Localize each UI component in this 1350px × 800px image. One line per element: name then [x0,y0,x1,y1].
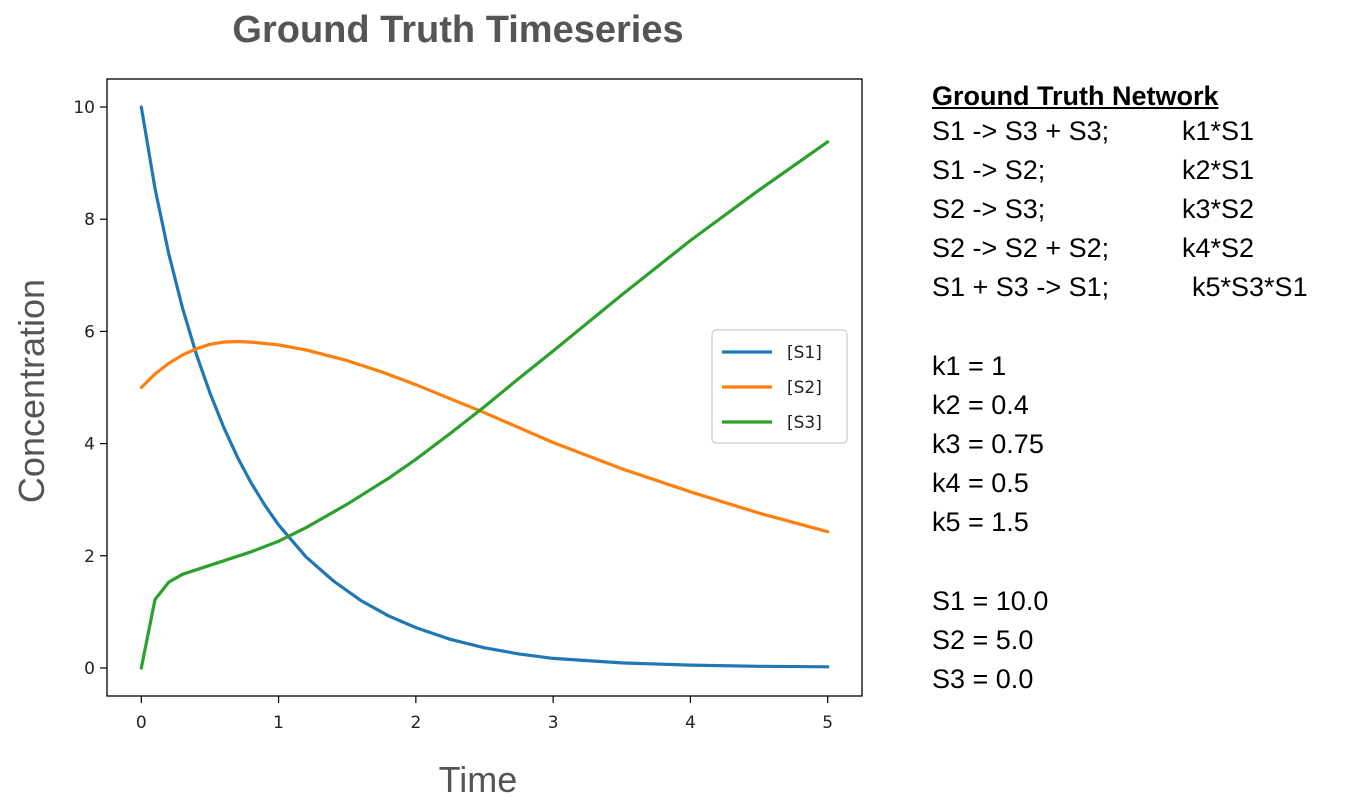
y-tick-label: 4 [84,435,95,455]
rate-constant: k1 = 1 [932,351,1007,381]
reaction-row: S1 -> S3 + S3; k1*S1 [932,112,1342,151]
reactions-list: S1 -> S3 + S3; k1*S1 S1 -> S2; k2*S1 S2 … [932,112,1342,307]
legend-label: [S2] [787,378,822,398]
legend-label: [S1] [787,343,822,363]
rate-constant: k2 = 0.4 [932,390,1029,420]
chart: Ground Truth Timeseries Time Concentrati… [11,9,863,800]
x-tick-label: 1 [273,713,284,733]
rate-constant: k4 = 0.5 [932,468,1029,498]
rate-constant: k5 = 1.5 [932,507,1029,537]
reaction-rate: k1*S1 [1182,116,1255,146]
rate-constants-list: k1 = 1 k2 = 0.4 k3 = 0.75 k4 = 0.5 k5 = … [932,347,1342,542]
reaction-equation: S1 + S3 -> S1; [932,272,1110,302]
legend-label: [S3] [787,413,822,433]
reaction-row: S2 -> S2 + S2; k4*S2 [932,229,1342,268]
chart-title: Ground Truth Timeseries [232,9,683,51]
reaction-row: S1 -> S2; k2*S1 [932,151,1342,190]
y-tick-label: 8 [84,210,95,230]
network-heading: Ground Truth Network [932,81,1219,111]
reaction-rate: k3*S2 [1182,194,1255,224]
reaction-equation: S1 -> S2; [932,155,1046,185]
series-line-s3 [139,140,830,670]
reaction-row: S2 -> S3; k3*S2 [932,190,1342,229]
initial-condition: S1 = 10.0 [932,586,1049,616]
y-tick-label: 2 [84,547,95,567]
ticks-layer: 0 1 2 3 4 5 0 2 4 6 8 10 [73,98,833,733]
plot-area-frame [106,78,863,697]
reaction-equation: S2 -> S2 + S2; [932,233,1110,263]
x-tick-label: 2 [410,713,421,733]
x-tick-label: 3 [548,713,559,733]
x-tick-label: 0 [136,713,147,733]
initial-condition: S3 = 0.0 [932,664,1034,694]
legend-box [711,329,848,444]
x-tick-label: 4 [685,713,696,733]
reaction-rate: k5*S3*S1 [1192,272,1308,302]
network-info-panel: Ground Truth Network S1 -> S3 + S3; k1*S… [932,80,1342,699]
series-line-s1 [139,105,830,669]
series-layer [139,105,830,670]
reaction-row: S1 + S3 -> S1; k5*S3*S1 [932,268,1342,307]
initial-conditions-list: S1 = 10.0 S2 = 5.0 S3 = 0.0 [932,582,1342,699]
series-line-s2 [139,339,830,534]
legend: [S1] [S2] [S3] [711,329,848,444]
x-axis-label: Time [439,759,518,800]
reaction-rate: k4*S2 [1182,233,1255,263]
reaction-rate: k2*S1 [1182,155,1255,185]
y-tick-label: 0 [84,659,95,679]
reaction-equation: S1 -> S3 + S3; [932,116,1110,146]
x-tick-label: 5 [822,713,833,733]
rate-constant: k3 = 0.75 [932,429,1044,459]
y-axis-label: Concentration [11,279,52,503]
reaction-equation: S2 -> S3; [932,194,1046,224]
y-tick-label: 10 [73,98,95,118]
y-tick-label: 6 [84,322,95,342]
initial-condition: S2 = 5.0 [932,625,1034,655]
